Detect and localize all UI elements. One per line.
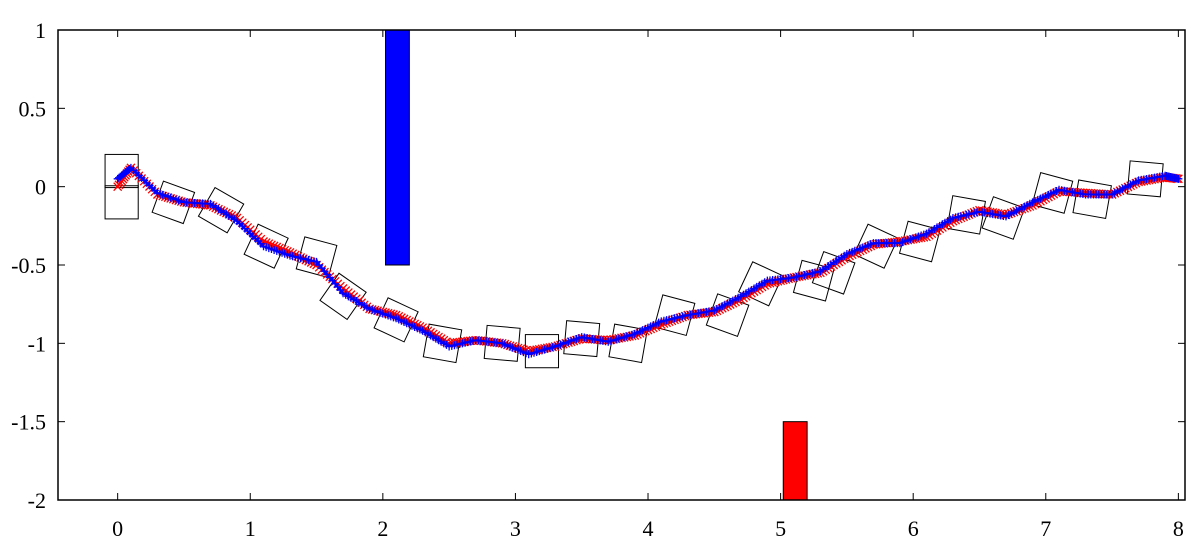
y-tick-label: -0.5	[11, 253, 46, 278]
box-marker	[1072, 179, 1112, 219]
y-axis: 1 0.5 0 -0.5 -1 -1.5 -2	[11, 18, 1185, 513]
x-tick-label: 3	[510, 516, 521, 541]
y-tick-label: 1	[35, 18, 46, 43]
box-marker	[104, 185, 139, 220]
obstacles	[384, 29, 808, 501]
box-marker	[946, 195, 987, 235]
x-tick-label: 5	[775, 516, 786, 541]
box-marker	[738, 261, 784, 307]
x-tick-label: 1	[245, 516, 256, 541]
x-tick-label: 0	[112, 516, 123, 541]
data-point	[125, 164, 134, 173]
box-marker	[319, 272, 367, 321]
box-marker	[898, 220, 941, 263]
box-marker	[853, 223, 899, 269]
x-tick-label: 7	[1040, 516, 1051, 541]
series-1	[113, 163, 1183, 359]
y-tick-label: 0.5	[19, 96, 47, 121]
box-marker	[1031, 172, 1074, 214]
box-marker	[653, 294, 696, 337]
x-tick-label: 2	[377, 516, 388, 541]
y-tick-label: -2	[28, 488, 46, 513]
obstacle-bar-1	[782, 421, 808, 501]
y-tick-label: -1.5	[11, 410, 46, 435]
data-point	[1174, 174, 1183, 183]
obstacle-bar-0	[384, 29, 410, 266]
y-tick-label: 0	[35, 175, 46, 200]
x-tick-label: 4	[643, 516, 654, 541]
x-tick-label: 8	[1173, 516, 1184, 541]
axes-frame	[57, 29, 1186, 501]
x-axis: 0 1 2 3 4 5 6 7 8	[112, 30, 1184, 541]
y-tick-label: -1	[28, 331, 46, 356]
series	[113, 163, 1183, 359]
x-tick-label: 6	[908, 516, 919, 541]
